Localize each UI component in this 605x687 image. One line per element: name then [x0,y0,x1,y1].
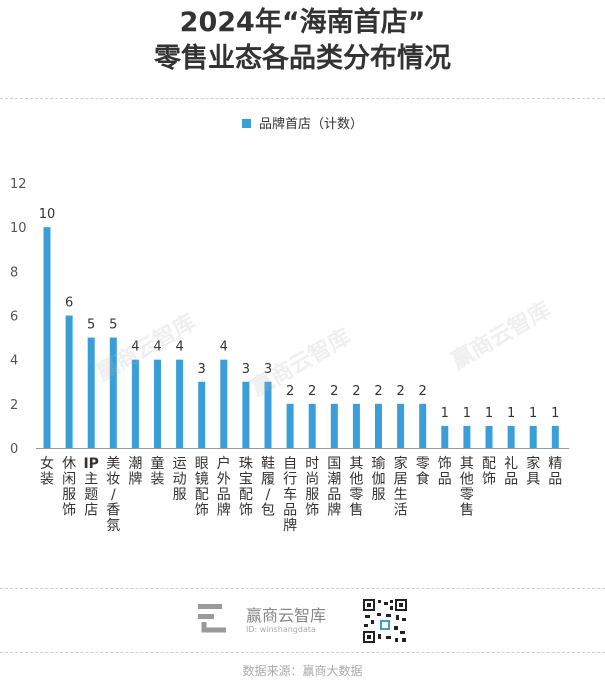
y-tick-label: 2 [10,398,18,413]
bar [154,359,161,448]
category-label: 休闲服饰 [62,456,76,519]
category-label: 其他零售 [460,456,474,519]
data-label: 1 [485,406,493,421]
data-label: 2 [308,384,316,399]
divider-footer [0,652,605,653]
category-label: 精品 [548,456,562,488]
category-label: 鞋履/包 [261,456,275,519]
data-label: 10 [39,207,56,222]
bar [352,403,360,448]
y-tick-label: 12 [10,177,27,192]
category-label: 配饰 [482,456,496,488]
category-label: 女装 [40,455,54,488]
data-label: 1 [551,406,559,421]
data-label: 1 [441,406,449,421]
bar [397,403,405,448]
chart-title-line2: 零售业态各品类分布情况 [154,43,451,74]
data-source: 数据来源：赢商大数据 [242,664,363,678]
data-label: 5 [109,318,117,333]
bar [242,381,250,448]
category-label: 自行车品牌 [283,456,297,534]
category-label: 时尚服饰 [305,456,319,519]
data-label: 6 [65,296,73,311]
bar [43,227,51,448]
data-label: 4 [153,340,161,355]
brand-name: 赢商云智库 [246,606,327,625]
bar [198,381,206,448]
data-label: 4 [131,340,139,355]
brand-logo-icon [198,604,226,633]
category-label: 美妆/香氛 [106,456,120,534]
data-label: 5 [87,318,95,333]
category-label: 运动服 [173,456,187,503]
category-label: 家具 [526,455,540,488]
data-label: 3 [198,362,206,377]
bar [264,381,272,448]
chart-title-line1: 2024年“海南首店” [179,7,426,38]
category-label: 饰品 [438,456,452,488]
divider-top [0,98,605,99]
category-label: 国潮品牌 [327,456,341,519]
data-label: 2 [396,384,404,399]
bar [87,337,95,448]
data-label: 4 [220,340,228,355]
y-tick-label: 8 [10,265,18,280]
bar [441,425,449,448]
divider-bottom [0,588,605,589]
bar [375,403,382,448]
category-label: 珠宝配饰 [239,456,253,519]
y-tick-label: 0 [10,442,18,457]
data-label: 1 [463,406,471,421]
y-tick-label: 10 [10,221,27,236]
qr-code-icon [362,598,408,644]
legend: 品牌首店（计数） [0,113,605,132]
category-label: 家居生活 [394,455,408,519]
category-label: 零食 [416,456,430,488]
bar [308,403,316,448]
data-label: 4 [175,340,183,355]
data-label: 1 [507,406,515,421]
bar [507,425,515,448]
category-label: 户外品牌 [217,455,231,519]
bar [463,425,471,448]
brand-id: ID: winshangdata [246,625,316,634]
bar [529,425,537,448]
data-label: 3 [242,362,250,377]
bar [65,315,73,448]
bar [551,425,559,448]
data-label: 2 [352,384,360,399]
category-label: 其他零售 [349,456,363,519]
legend-swatch [241,119,251,128]
data-label: 2 [374,384,382,399]
category-label: 潮牌 [128,456,142,488]
bar [109,337,117,448]
category-label: 童装 [151,455,165,488]
legend-label: 品牌首店（计数） [258,117,363,132]
data-label: 2 [286,384,294,399]
data-label: 2 [419,384,427,399]
data-label: 3 [264,362,272,377]
bar [220,359,228,448]
y-tick-label: 4 [10,354,18,369]
bar [286,403,294,448]
bar [131,359,139,448]
y-tick-label: 6 [10,310,18,325]
bar [419,403,427,448]
bar [330,403,338,448]
bar [485,425,493,448]
data-label: 1 [529,406,537,421]
category-label: IP 主题店 [83,456,98,519]
category-label: 瑜伽服 [372,456,386,503]
category-label: 礼品 [504,456,518,488]
category-label: 眼镜配饰 [195,456,209,519]
data-label: 2 [330,384,338,399]
bar [176,359,184,448]
